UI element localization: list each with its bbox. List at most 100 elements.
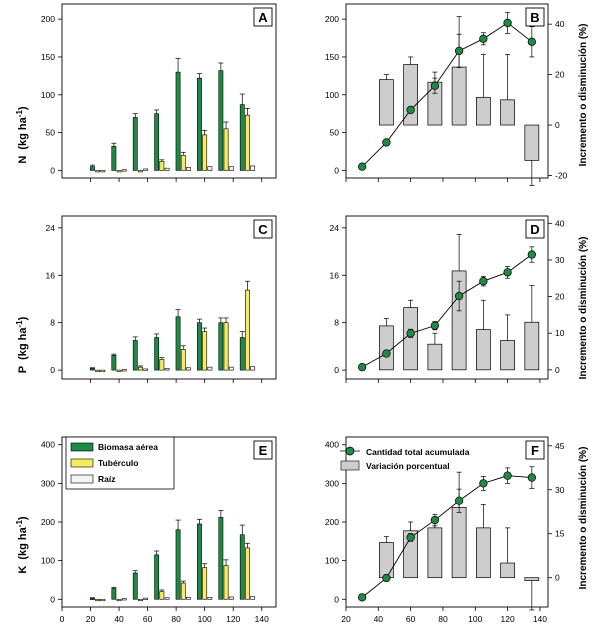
panel-c-bar-biomasa xyxy=(239,337,245,371)
panel-e-bar-biomasa xyxy=(90,597,95,600)
panel-f-bar-variacion xyxy=(427,527,443,579)
legend-swatch-raiz xyxy=(70,474,94,484)
panel-f-point-acumulada xyxy=(527,473,536,482)
panel-e-bar-tuberculo xyxy=(138,598,143,602)
panel-c-bar-raiz xyxy=(228,366,234,371)
panel-e-xtick-label: 140 xyxy=(255,614,269,624)
panel-c-bar-tuberculo xyxy=(202,331,208,371)
panel-a-bar-raiz xyxy=(121,169,127,172)
ylabel-k: K (kg ha-1) xyxy=(15,516,29,573)
ylabel-p-letter: P xyxy=(17,366,29,373)
panel-d-ytick-label: 16 xyxy=(330,270,340,280)
panel-c-ytick-label: 0 xyxy=(50,365,55,375)
panel-b-point-acumulada xyxy=(503,18,512,28)
panel-d-y2tick-label: 40 xyxy=(555,218,565,228)
panel-e-bar-tuberculo xyxy=(116,598,122,602)
panel-a-bar-raiz xyxy=(164,167,170,171)
panel-c-bar-raiz xyxy=(164,368,170,371)
panel-f-bar-variacion xyxy=(500,562,515,579)
panel-a-bar-raiz xyxy=(207,166,213,171)
panel-b-y2tick-label: 20 xyxy=(555,70,565,80)
ylabel-p-close: ) xyxy=(17,316,29,320)
panel-d-point-acumulada xyxy=(503,268,512,277)
panel-c-bar-biomasa xyxy=(197,322,202,371)
panel-f-xtick-label: 20 xyxy=(341,614,351,624)
panel-c-bar-biomasa xyxy=(218,322,224,371)
panel-b-bar-variacion xyxy=(524,124,540,161)
panel-c-bar-raiz xyxy=(100,369,106,372)
panel-a-ytick-label: 50 xyxy=(46,128,56,138)
panel-a-bar-biomasa xyxy=(132,117,138,171)
panel-f-ytick-label: 400 xyxy=(325,440,339,450)
panel-a-bar-biomasa xyxy=(90,166,95,171)
legend-swatch-biomasa xyxy=(70,442,94,452)
panel-f-xtick-label: 120 xyxy=(501,614,515,624)
panel-c-letter-box xyxy=(253,219,273,239)
legend-swatch-variacion xyxy=(340,460,360,471)
panel-e-xtick-label: 120 xyxy=(226,614,240,624)
panel-a-letter: A xyxy=(258,10,268,25)
panel-d-y2tick-label: 20 xyxy=(555,292,565,302)
panel-d-point-acumulada xyxy=(479,277,488,286)
panel-c-letter: C xyxy=(258,222,268,237)
panel-d-bar-variacion xyxy=(427,343,443,371)
panel-d-point-acumulada xyxy=(527,250,536,259)
ylabel-k-exp: -1 xyxy=(15,520,24,528)
legend-marker-acumulada xyxy=(345,446,355,456)
panel-e-bar-biomasa xyxy=(218,517,224,600)
panel-b-point-acumulada xyxy=(430,81,440,90)
panel-b-point-acumulada xyxy=(406,105,415,115)
panel-e-bar-raiz xyxy=(250,596,256,600)
panel-a-bar-tuberculo xyxy=(245,114,250,171)
panel-d-y2tick-label: 0 xyxy=(555,365,560,375)
panel-b-bar-variacion xyxy=(500,99,515,126)
panel-c-bar-raiz xyxy=(250,366,256,371)
legend-label-variacion: Variación porcentual xyxy=(366,461,450,471)
panel-e-bar-tuberculo xyxy=(159,591,165,600)
panel-c-bar-biomasa xyxy=(175,316,181,371)
panel-a-bar-tuberculo xyxy=(95,170,101,173)
panel-b-y2tick-label: -20 xyxy=(555,170,568,180)
panel-b-point-acumulada xyxy=(454,46,464,56)
panel-f-y2tick-label: 0 xyxy=(555,573,560,583)
panel-f-y2tick-label: 15 xyxy=(555,529,565,539)
ylabel-k-unit: (kg ha xyxy=(17,526,29,559)
panel-a-bar-biomasa xyxy=(218,70,224,171)
panel-f-ytick-label: 200 xyxy=(325,517,339,527)
panel-e-ytick-label: 300 xyxy=(41,478,55,488)
panel-c: 0 8 16 24 C xyxy=(46,215,277,383)
panel-e-xtick-label: 80 xyxy=(171,614,181,624)
panel-d-ytick-label: 8 xyxy=(334,318,339,328)
panel-d-y2tick-label: 30 xyxy=(555,255,565,265)
panel-f-point-acumulada xyxy=(406,533,415,542)
panel-b-bar-variacion xyxy=(379,79,394,126)
panel-e-xtick-label: 100 xyxy=(198,614,212,624)
panel-b-ytick-label: 200 xyxy=(325,14,339,24)
panel-a-frame xyxy=(61,3,277,179)
panel-e-bar-biomasa xyxy=(175,529,181,600)
panel-d: 0 8 16 24 D 0 10 20 30 40 xyxy=(330,215,565,383)
panel-c-bar-tuberculo xyxy=(223,322,229,371)
panel-f-bar-variacion xyxy=(476,527,491,579)
panel-c-bar-tuberculo xyxy=(245,289,250,371)
panel-f-point-acumulada xyxy=(382,573,391,583)
panel-a-letter-box xyxy=(253,7,273,27)
panel-f-line-acumulada xyxy=(361,475,532,598)
svg-text:N(kg ha-1): N (kg ha-1) xyxy=(15,106,29,163)
panel-d-line-acumulada xyxy=(361,254,533,368)
panel-a-ytick-label: 150 xyxy=(41,52,55,62)
panel-e-bar-tuberculo xyxy=(95,598,101,602)
panel-c-bar-raiz xyxy=(186,367,191,371)
panel-b-point-acumulada xyxy=(358,162,367,171)
panel-e-letter: E xyxy=(259,443,268,458)
panel-e-bar-biomasa xyxy=(197,523,202,600)
panel-e-bar-raiz xyxy=(143,597,149,600)
panel-b-ytick-label: 50 xyxy=(330,128,340,138)
panel-d-point-acumulada xyxy=(430,321,440,330)
panel-e-bar-tuberculo xyxy=(202,567,208,600)
panel-e-xtick-label: 40 xyxy=(114,614,124,624)
panel-c-bar-biomasa xyxy=(132,340,138,371)
ylabel-n-close: ) xyxy=(17,106,29,110)
ylabel-n-letter: N xyxy=(17,156,29,164)
